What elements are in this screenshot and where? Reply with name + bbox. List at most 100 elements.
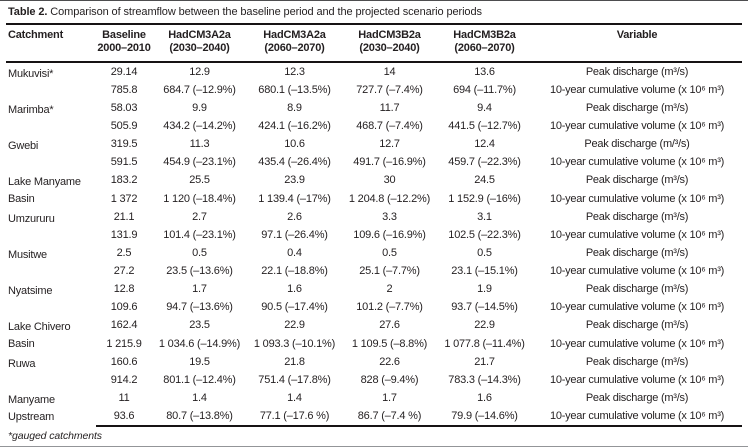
variable-cell: 10-year cumulative volume (x 10⁶ m³) (549, 374, 725, 386)
value-cell: 2.6 (287, 211, 302, 223)
variable-cell: 10-year cumulative volume (x 10⁶ m³) (549, 265, 725, 277)
variable-cell: Peak discharge (m³/s) (585, 356, 689, 368)
value-cell: 9.9 (192, 102, 207, 114)
column-header-label: HadCM3B2a (453, 29, 516, 41)
value-cell: 9.4 (477, 102, 492, 114)
variable-cell: Peak discharge (m³/s) (585, 174, 689, 187)
value-cell: 491.7 (–16.9%) (353, 156, 426, 168)
table-row: Mukuvisi* 29.14 12.9 12.3 14 13.6 Peak dischar… (6, 62, 742, 81)
value-cell: 11.7 (379, 102, 400, 114)
table-caption-text: Comparison of streamflow between the bas… (47, 6, 482, 18)
table-body: Mukuvisi* 29.14 12.9 12.3 14 13.6 Peak dischar… (6, 62, 742, 427)
value-cell: 162.4 (110, 319, 138, 332)
column-header-sublabel: 2000–2010 (97, 42, 151, 54)
table-row: Gwebi 319.5 11.3 10.6 12.7 12.4 Peak discharge… (6, 135, 742, 153)
value-cell: 22.6 (379, 356, 400, 368)
column-header-label: Catchment (8, 29, 64, 41)
value-cell: 2 (386, 283, 393, 295)
value-cell: 27.6 (379, 319, 400, 332)
table-row: Lake Chivero Basin 162.4 23.5 22.9 27.6 22.9 P… (6, 316, 742, 350)
value-cell: 1 204.8 (–12.2%) (348, 192, 431, 205)
value-cell: 23.5 (–13.6%) (166, 265, 233, 277)
table-caption-label: Table 2. (8, 6, 48, 18)
value-cell: 2.7 (192, 211, 207, 223)
value-cell: 591.5 (110, 156, 138, 168)
table-row: 93.6 80.7 (–13.8%) 77.1 (–17.6 %) 86.7 (–7.… (6, 407, 742, 427)
value-cell: 23.5 (189, 319, 210, 332)
column-header-label: HadCM3B2a (358, 29, 421, 41)
value-cell: 1.7 (192, 283, 207, 295)
table-row: 131.9 101.4 (–23.1%) 97.1 (–26.4%) 109.6 (–… (6, 226, 742, 244)
value-cell: 101.4 (–23.1%) (163, 229, 236, 241)
value-cell: 109.6 (110, 301, 138, 313)
column-header-label: Baseline (102, 29, 146, 41)
value-cell: 21.7 (474, 356, 495, 368)
table-row: Umzururu 21.1 2.7 2.6 3.3 3.1 Peak discharge (… (6, 208, 742, 226)
value-cell: 11 (118, 392, 130, 404)
catchment-name: Nyatsime (8, 285, 53, 297)
column-header-sublabel: (2060–2070) (454, 42, 515, 54)
value-cell: 11.3 (189, 138, 210, 150)
value-cell: 22.9 (284, 319, 305, 332)
column-header-label: HadCM3A2a (168, 29, 231, 41)
value-cell: 1 077.8 (–11.4%) (444, 337, 525, 350)
value-cell: 27.2 (113, 265, 135, 277)
value-cell: 1.6 (477, 392, 492, 404)
column-header-sublabel: (2030–2040) (169, 42, 230, 54)
column-header-variable: Variable (532, 25, 742, 63)
variable-cell: Peak discharge (m³/s) (585, 319, 689, 332)
column-header-baseline: Baseline 2000–2010 (96, 25, 152, 63)
column-header-sublabel: (2060–2070) (264, 42, 325, 54)
value-cell: 131.9 (110, 229, 138, 241)
variable-cell: 10-year cumulative volume (x 10⁶ m³) (549, 301, 725, 313)
value-cell: 828 (–9.4%) (360, 374, 419, 386)
value-cell: 10.6 (284, 138, 305, 150)
value-cell: 58.03 (110, 102, 138, 114)
value-cell: 751.4 (–17.8%) (258, 374, 331, 386)
table-row: 109.6 94.7 (–13.6%) 90.5 (–17.4%) 101.2 (–7… (6, 298, 742, 316)
table-row: Nyatsime 12.8 1.7 1.6 2 1.9 Peak discharge (m³… (6, 280, 742, 298)
value-cell: 1.9 (477, 283, 492, 295)
table-header-row: Catchment Baseline 2000–2010 HadCM3A2a (2030… (6, 25, 742, 63)
value-cell: 1 215.9 (106, 337, 142, 350)
value-cell: 93.7 (–14.5%) (451, 301, 518, 313)
value-cell: 21.8 (284, 356, 305, 368)
value-cell: 1 372 (110, 192, 138, 205)
value-cell: 160.6 (110, 356, 138, 368)
column-header-label: HadCM3A2a (263, 29, 326, 41)
catchment-name: Ruwa (8, 358, 36, 370)
value-cell: 22.9 (474, 319, 495, 332)
value-cell: 94.7 (–13.6%) (166, 301, 233, 313)
value-cell: 1 152.9 (–16%) (448, 192, 521, 205)
column-header-hadcm3b2a: HadCM3B2a (2030–2040) (342, 25, 437, 63)
value-cell: 680.1 (–13.5%) (258, 84, 331, 96)
value-cell: 12.7 (379, 138, 400, 150)
table-row: Manyame Upstream 11 1.4 1.4 1.7 1.6 Peak disch… (6, 389, 742, 423)
value-cell: 29.14 (110, 66, 138, 78)
value-cell: 505.9 (110, 120, 138, 132)
table-row: 1 215.9 1 034.6 (–14.9%) 1 093.3 (–10.1%) 1… (6, 335, 742, 354)
value-cell: 1 120 (–18.4%) (163, 192, 236, 205)
value-cell: 694 (–11.7%) (453, 84, 516, 96)
catchment-name: Mukuvisi* (8, 68, 54, 80)
value-cell: 1 034.6 (–14.9%) (158, 337, 241, 350)
value-cell: 801.1 (–12.4%) (163, 374, 236, 386)
value-cell: 12.4 (474, 138, 495, 150)
value-cell: 0.5 (382, 247, 397, 259)
variable-cell: 10-year cumulative volume (x 10⁶ m³) (549, 337, 725, 350)
value-cell: 80.7 (–13.8%) (152, 407, 247, 427)
value-cell: 90.5 (–17.4%) (261, 301, 328, 313)
value-cell: 86.7 (–7.4 %) (342, 407, 437, 427)
value-cell: 24.5 (474, 174, 495, 187)
value-cell: 23.1 (–15.1%) (451, 265, 518, 277)
table-row: 505.9 434.2 (–14.2%) 424.1 (–16.2%) 468.7 (… (6, 117, 742, 135)
value-cell: 2.5 (116, 247, 132, 259)
column-header-hadcm3a2a: HadCM3A2a (2030–2040) (152, 25, 247, 63)
variable-cell: 10-year cumulative volume (x 10⁶ m³) (532, 407, 742, 427)
value-cell: 25.5 (189, 174, 210, 187)
value-cell: 14 (383, 66, 396, 78)
value-cell: 1.7 (382, 392, 397, 404)
value-cell: 109.6 (–16.9%) (353, 229, 426, 241)
value-cell: 30 (383, 174, 396, 187)
variable-cell: Peak discharge (m³/s) (585, 392, 689, 404)
